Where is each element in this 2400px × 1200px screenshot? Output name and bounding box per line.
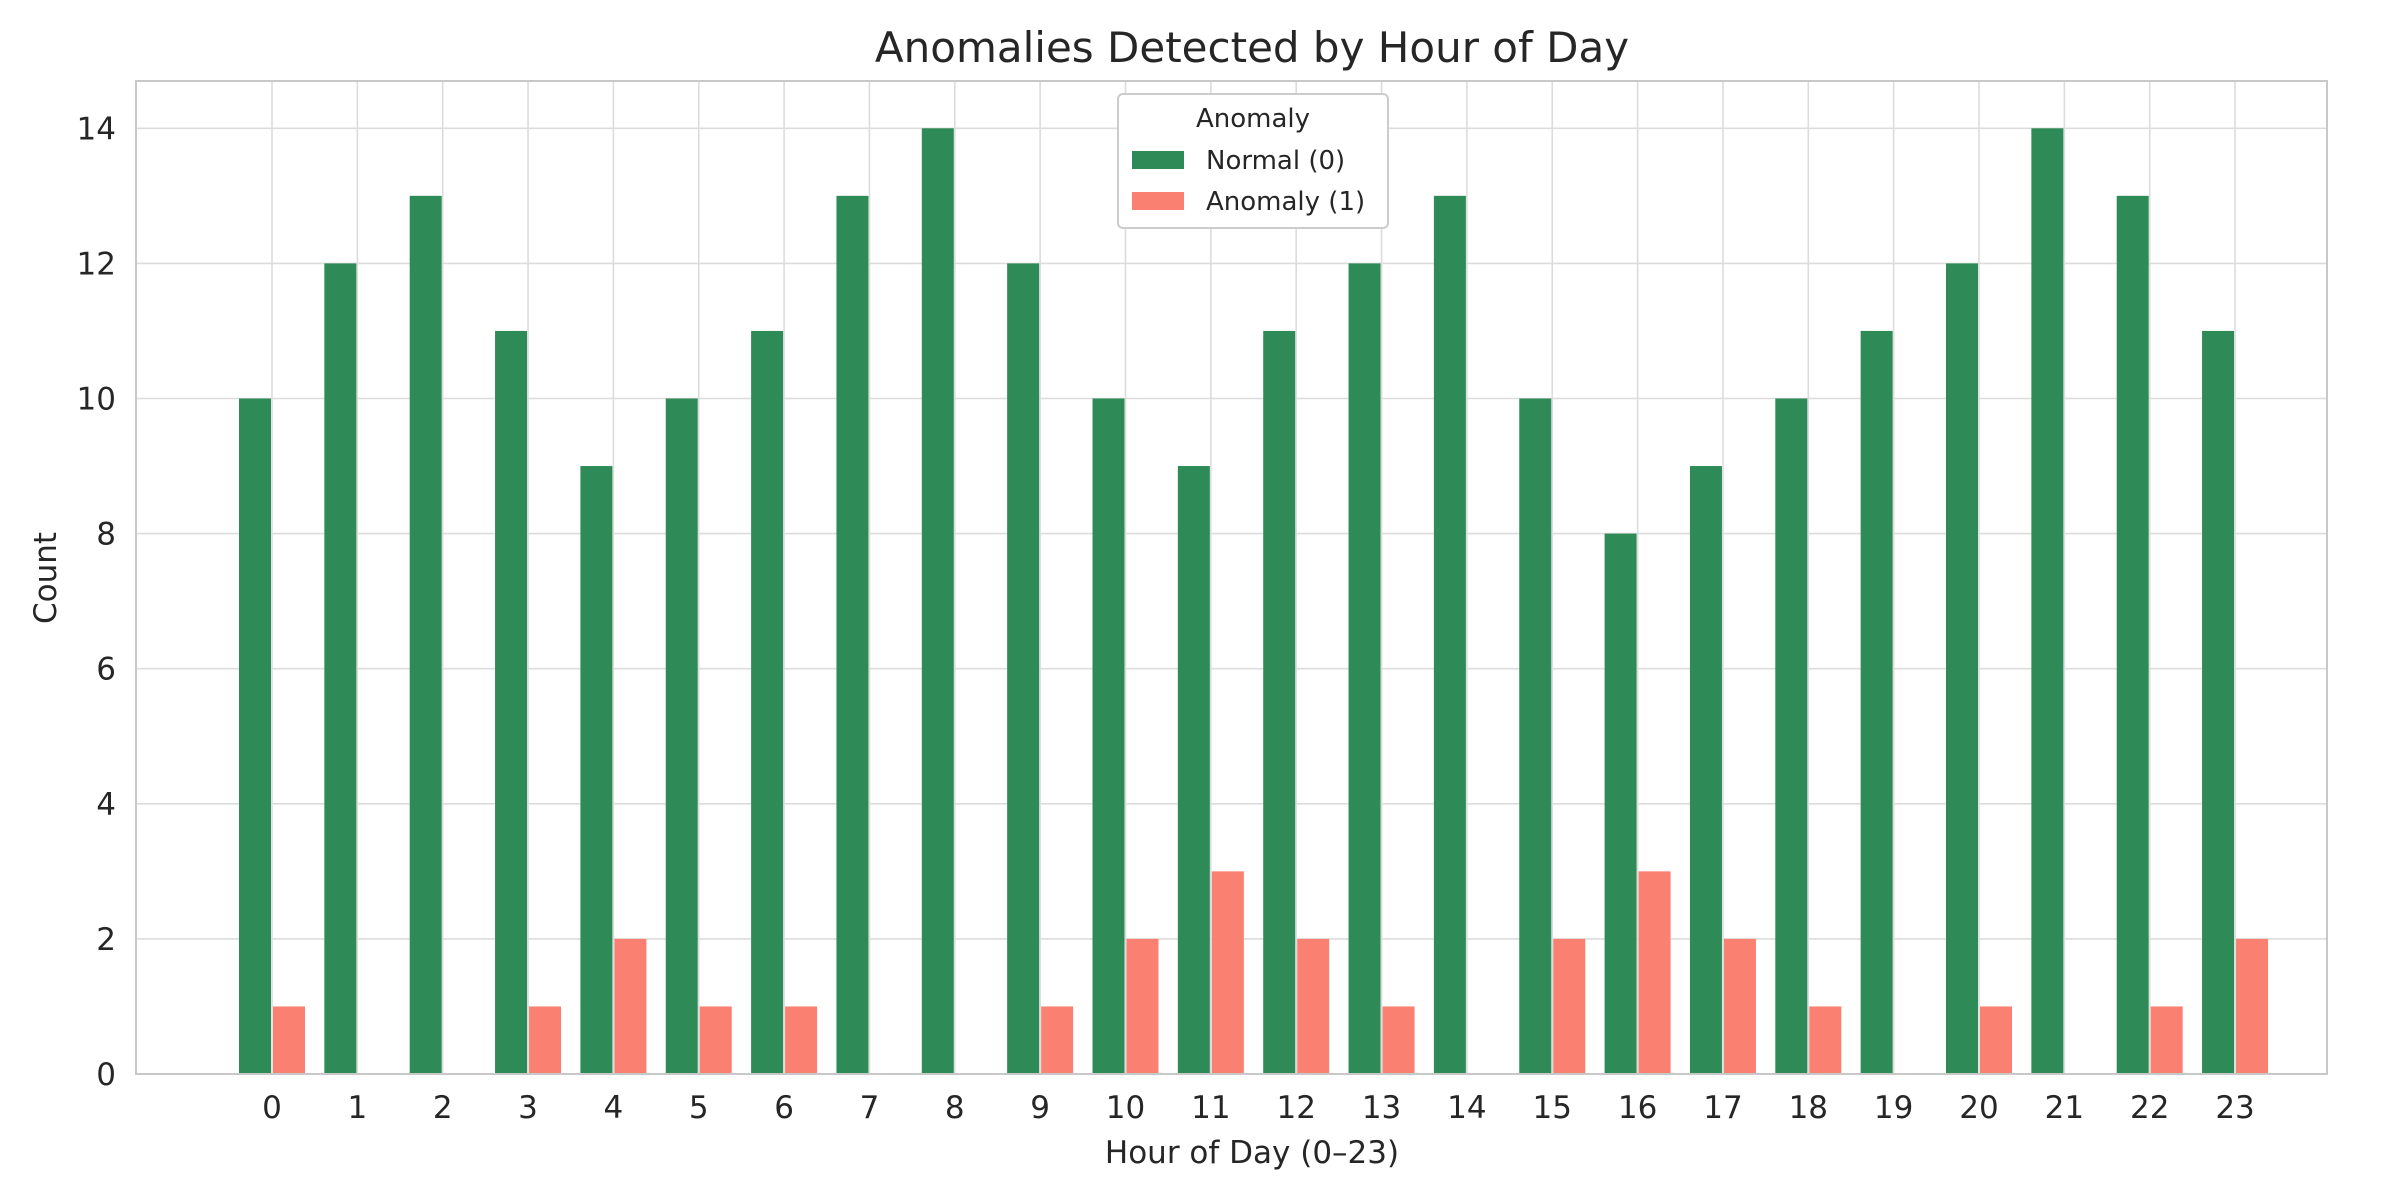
- bar-normal-hour-20: [1946, 263, 1978, 1074]
- bar-normal-hour-17: [1689, 466, 1722, 1075]
- bar-anomaly-hour-5: [699, 1006, 732, 1074]
- bar-anomaly-hour-13: [1382, 1006, 1415, 1074]
- x-tick-label: 5: [689, 1090, 709, 1126]
- y-tick-label: 0: [96, 1057, 116, 1093]
- x-tick-label: 2: [433, 1090, 453, 1126]
- y-tick-label: 12: [77, 246, 116, 282]
- legend-swatch-normal: [1132, 151, 1184, 169]
- bar-anomaly-hour-0: [273, 1006, 305, 1074]
- bar-anomaly-hour-10: [1126, 938, 1159, 1074]
- x-tick-label: 8: [945, 1090, 965, 1126]
- bar-anomaly-hour-22: [2150, 1006, 2183, 1074]
- plot-frame: [135, 80, 2328, 1075]
- bar-anomaly-hour-18: [1809, 1006, 1842, 1074]
- legend-box: [1117, 93, 1389, 229]
- x-tick-label: 16: [1618, 1090, 1657, 1126]
- y-tick-label: 2: [96, 922, 116, 958]
- x-tick-label: 19: [1874, 1090, 1913, 1126]
- x-tick-label: 12: [1276, 1090, 1315, 1126]
- bar-normal-hour-10: [1092, 398, 1125, 1074]
- x-tick-label: 3: [518, 1090, 538, 1126]
- legend-title: Anomaly: [1196, 104, 1310, 134]
- x-tick-label: 11: [1191, 1090, 1230, 1126]
- bar-anomaly-hour-3: [529, 1006, 562, 1074]
- bar-normal-hour-19: [1860, 330, 1893, 1074]
- x-tick-label: 4: [604, 1090, 624, 1126]
- bar-normal-hour-4: [580, 466, 613, 1075]
- bar-anomaly-hour-23: [2236, 938, 2269, 1074]
- bars: [239, 128, 2269, 1075]
- y-tick-label: 14: [77, 111, 116, 147]
- x-tick-label: 23: [2215, 1090, 2254, 1126]
- y-axis-label: Count: [28, 532, 64, 624]
- x-tick-label: 7: [860, 1090, 880, 1126]
- legend-swatch-anomaly: [1132, 192, 1184, 210]
- x-tick-label: 13: [1362, 1090, 1401, 1126]
- bar-normal-hour-11: [1177, 466, 1210, 1075]
- x-tick-label: 6: [774, 1090, 794, 1126]
- bar-normal-hour-13: [1348, 263, 1381, 1074]
- bar-normal-hour-9: [1007, 263, 1040, 1074]
- x-tick-labels: 0 1 2 3 4 5 6 7 8 9 10 11 12 13 14 15 16 17 18 19 20 21 22 23: [262, 1090, 2255, 1126]
- bar-normal-hour-5: [665, 398, 698, 1074]
- x-tick-label: 10: [1106, 1090, 1145, 1126]
- bar-normal-hour-18: [1775, 398, 1808, 1074]
- bar-normal-hour-7: [836, 195, 869, 1074]
- x-tick-label: 0: [262, 1090, 282, 1126]
- bar-normal-hour-16: [1604, 533, 1637, 1074]
- bar-anomaly-hour-12: [1297, 938, 1330, 1074]
- bar-normal-hour-8: [921, 128, 954, 1075]
- bar-normal-hour-21: [2031, 128, 2064, 1075]
- legend-label-normal: Normal (0): [1206, 146, 1345, 176]
- x-tick-label: 17: [1703, 1090, 1742, 1126]
- bar-normal-hour-15: [1519, 398, 1552, 1074]
- x-tick-label: 21: [2045, 1090, 2084, 1126]
- bar-normal-hour-3: [495, 330, 528, 1074]
- y-tick-label: 4: [96, 787, 116, 823]
- bar-normal-hour-23: [2202, 330, 2235, 1074]
- x-tick-label: 22: [2130, 1090, 2169, 1126]
- bar-anomaly-hour-6: [785, 1006, 818, 1074]
- y-tick-label: 8: [96, 517, 116, 553]
- y-tick-label: 10: [77, 381, 116, 417]
- x-tick-label: 9: [1030, 1090, 1050, 1126]
- y-tick-label: 6: [96, 652, 116, 688]
- chart-title: Anomalies Detected by Hour of Day: [875, 23, 1629, 72]
- bar-normal-hour-1: [324, 263, 357, 1074]
- x-tick-label: 18: [1789, 1090, 1828, 1126]
- x-tick-label: 15: [1533, 1090, 1572, 1126]
- bar-anomaly-hour-9: [1041, 1006, 1074, 1074]
- bar-normal-hour-14: [1433, 195, 1466, 1074]
- bar-anomaly-hour-20: [1980, 1006, 2012, 1074]
- bar-normal-hour-22: [2116, 195, 2149, 1074]
- bar-normal-hour-6: [751, 330, 784, 1074]
- x-axis-label: Hour of Day (0–23): [1105, 1135, 1399, 1171]
- x-tick-label: 20: [1959, 1090, 1998, 1126]
- legend-label-anomaly: Anomaly (1): [1206, 187, 1365, 217]
- x-tick-label: 14: [1447, 1090, 1486, 1126]
- bar-anomaly-hour-16: [1638, 871, 1671, 1074]
- y-tick-labels: 0 2 4 6 8 10 12 14: [77, 111, 116, 1093]
- legend: Anomaly Normal (0) Anomaly (1): [1117, 93, 1389, 229]
- bar-normal-hour-0: [239, 398, 271, 1074]
- x-tick-label: 1: [347, 1090, 367, 1126]
- bar-anomaly-hour-15: [1553, 938, 1586, 1074]
- bar-anomaly-hour-17: [1723, 938, 1756, 1074]
- bar-anomaly-hour-11: [1211, 871, 1244, 1074]
- bar-anomaly-hour-4: [614, 938, 647, 1074]
- bar-normal-hour-2: [409, 195, 442, 1074]
- bar-normal-hour-12: [1263, 330, 1296, 1074]
